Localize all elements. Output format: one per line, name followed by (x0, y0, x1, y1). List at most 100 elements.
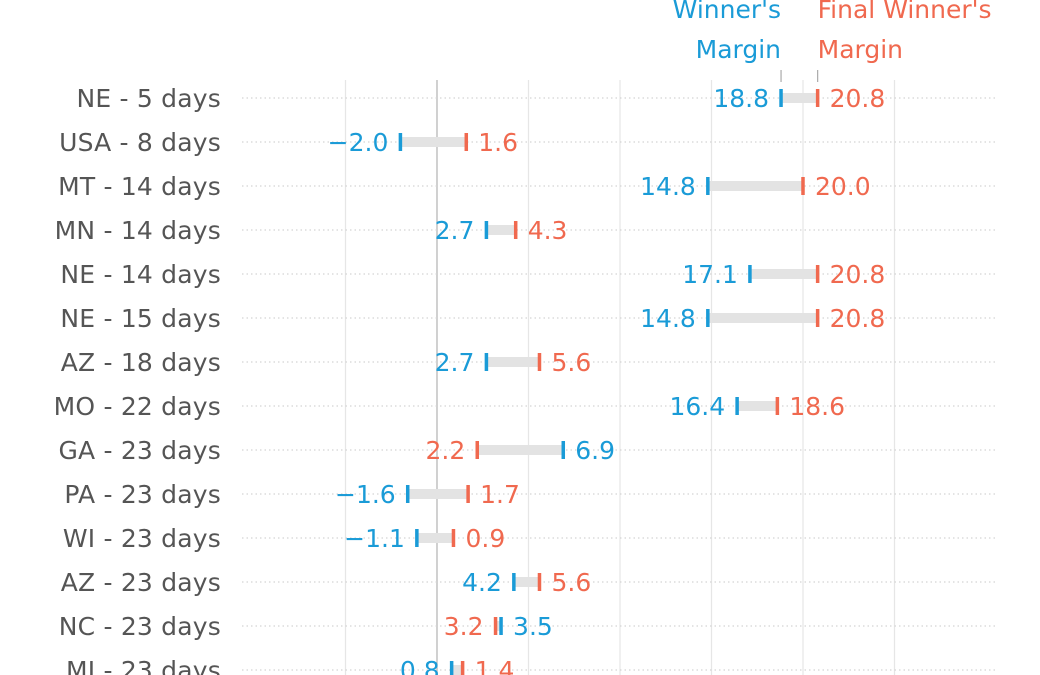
final-margin-tick (464, 133, 469, 151)
connector-bar (737, 401, 778, 411)
row-label: AZ - 23 days (61, 568, 221, 597)
connector-bar (495, 621, 502, 631)
connector-bar (781, 93, 818, 103)
legend: Winner's Margin Final Winner's Margin (673, 0, 992, 82)
connector-bar (407, 489, 469, 499)
row-label: NE - 15 days (60, 304, 221, 333)
chart-row: NE - 5 days 18.8 20.8 (77, 84, 886, 113)
final-margin-label: 0.9 (465, 524, 505, 553)
winner-margin-label: −1.6 (335, 480, 396, 509)
winner-margin-tick (779, 89, 783, 107)
winner-margin-tick (415, 529, 419, 547)
final-margin-label: 4.3 (528, 216, 568, 245)
chart-row: AZ - 18 days 2.7 5.6 (61, 348, 592, 377)
final-margin-tick (537, 573, 542, 591)
connector-bar (416, 533, 454, 543)
row-label: USA - 8 days (59, 128, 221, 157)
connector-bar (749, 269, 818, 279)
winner-margin-label: 14.8 (640, 304, 696, 333)
winner-margin-tick (398, 133, 403, 151)
final-margin-label: 2.2 (425, 436, 465, 465)
final-margin-tick (815, 265, 820, 283)
winner-margin-label: 2.7 (435, 216, 475, 245)
winner-margin-label: −1.1 (344, 524, 405, 553)
row-label: AZ - 18 days (61, 348, 221, 377)
row-label: MT - 14 days (58, 172, 221, 201)
winner-margin-label: 0.8 (400, 656, 440, 675)
chart-row: GA - 23 days 6.9 2.2 (58, 436, 615, 465)
chart-row: AZ - 23 days 4.2 5.6 (61, 568, 592, 597)
connector-bar (400, 137, 467, 147)
row-label: MI - 23 days (66, 656, 221, 675)
chart-row: WI - 23 days −1.1 0.9 (63, 524, 505, 553)
final-margin-label: 1.7 (480, 480, 520, 509)
final-margin-tick (451, 529, 456, 547)
winner-margin-label: 17.1 (682, 260, 738, 289)
winner-margin-tick (735, 397, 739, 415)
row-label: NE - 5 days (77, 84, 221, 113)
row-label: PA - 23 days (64, 480, 221, 509)
chart-row: MO - 22 days 16.4 18.6 (54, 392, 845, 421)
winner-margin-label: 3.5 (513, 612, 553, 641)
final-margin-label: 20.0 (815, 172, 871, 201)
winner-margin-label: 16.4 (669, 392, 725, 421)
final-margin-tick (815, 89, 820, 107)
winner-margin-label: 18.8 (713, 84, 769, 113)
chart-row: USA - 8 days −2.0 1.6 (59, 128, 518, 157)
final-margin-tick (475, 441, 480, 459)
winner-margin-label: 14.8 (640, 172, 696, 201)
row-label: NC - 23 days (59, 612, 221, 641)
winner-margin-label: 4.2 (462, 568, 502, 597)
winner-margin-tick (512, 573, 516, 591)
winner-margin-tick (706, 309, 710, 327)
connector-bar (707, 313, 818, 323)
final-margin-tick (801, 177, 805, 195)
final-margin-label: 5.6 (551, 568, 591, 597)
legend-final-text: Margin (818, 35, 903, 64)
final-margin-label: 18.6 (789, 392, 845, 421)
winner-margin-tick (561, 441, 566, 459)
chart-row: MN - 14 days 2.7 4.3 (55, 216, 568, 245)
chart-row: PA - 23 days −1.6 1.7 (64, 480, 520, 509)
row-label: NE - 14 days (60, 260, 221, 289)
row-label: GA - 23 days (58, 436, 221, 465)
connector-bar (486, 357, 540, 367)
connector-bar (513, 577, 540, 587)
winner-margin-label: 6.9 (575, 436, 615, 465)
chart-row: NE - 15 days 14.8 20.8 (60, 304, 885, 333)
final-margin-label: 20.8 (830, 304, 886, 333)
winner-margin-tick (449, 661, 454, 675)
final-margin-label: 20.8 (830, 260, 886, 289)
winner-margin-tick (748, 265, 752, 283)
legend-winner-text: Margin (696, 35, 781, 64)
final-margin-label: 1.6 (478, 128, 518, 157)
winner-margin-tick (484, 221, 489, 239)
final-margin-label: 5.6 (551, 348, 591, 377)
legend-final-text: Final Winner's (818, 0, 992, 24)
connector-bar (477, 445, 564, 455)
chart-row: MT - 14 days 14.8 20.0 (58, 172, 871, 201)
winner-margin-tick (499, 617, 503, 635)
chart-row: NE - 14 days 17.1 20.8 (60, 260, 885, 289)
winner-margin-label: −2.0 (328, 128, 389, 157)
rows: NE - 5 days 18.8 20.8 USA - 8 days −2.0 1.6 MT… (54, 84, 886, 675)
legend-winner-text: Winner's (673, 0, 781, 24)
final-margin-tick (815, 309, 820, 327)
connector-bar (707, 181, 803, 191)
winner-margin-label: 2.7 (435, 348, 475, 377)
row-guides (242, 97, 996, 671)
winner-margin-tick (484, 353, 489, 371)
final-margin-tick (493, 617, 498, 635)
row-label: WI - 23 days (63, 524, 221, 553)
final-margin-label: 20.8 (830, 84, 886, 113)
connector-bar (486, 225, 516, 235)
chart-row: NC - 23 days 3.5 3.2 (59, 612, 553, 641)
row-label: MO - 22 days (54, 392, 221, 421)
winner-margin-tick (706, 177, 710, 195)
final-margin-tick (775, 397, 780, 415)
final-margin-tick (513, 221, 518, 239)
connector-bar (451, 665, 463, 675)
final-margin-tick (466, 485, 470, 503)
final-margin-tick (460, 661, 465, 675)
